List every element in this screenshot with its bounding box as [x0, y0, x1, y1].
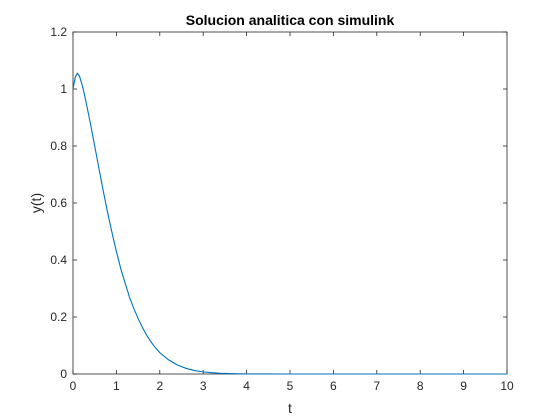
x-tick-label-5: 5	[287, 379, 294, 393]
y-axis-label: y(t)	[28, 193, 44, 213]
y-tick-label-2: 0.4	[50, 253, 67, 267]
y-tick-label-5: 1	[60, 82, 67, 96]
y-tick-label-0: 0	[60, 367, 67, 381]
x-tick-label-9: 9	[460, 379, 467, 393]
x-tick-label-8: 8	[417, 379, 424, 393]
y-tick-label-6: 1.2	[50, 25, 67, 39]
series-line	[72, 72, 507, 375]
x-tick-label-7: 7	[373, 379, 380, 393]
x-tick-label-4: 4	[243, 379, 250, 393]
x-tick-label-6: 6	[330, 379, 337, 393]
x-axis-label: t	[288, 400, 292, 416]
chart-title: Solucion analitica con simulink	[186, 12, 395, 28]
y-tick-label-3: 0.6	[50, 196, 67, 210]
x-tick-label-10: 10	[500, 379, 514, 393]
plot-area	[72, 31, 508, 375]
y-axis-tick-labels: 0 0.2 0.4 0.6 0.8 1 1.2	[50, 25, 67, 381]
x-tick-label-0: 0	[70, 379, 77, 393]
x-axis-tick-labels: 0 1 2 3 4 5 6 7 8 9 10	[70, 379, 514, 393]
x-axis-ticks	[72, 32, 508, 374]
x-tick-label-3: 3	[200, 379, 207, 393]
y-tick-label-4: 0.8	[50, 139, 67, 153]
x-tick-label-2: 2	[156, 379, 163, 393]
y-tick-label-1: 0.2	[50, 310, 67, 324]
x-tick-label-1: 1	[113, 379, 120, 393]
